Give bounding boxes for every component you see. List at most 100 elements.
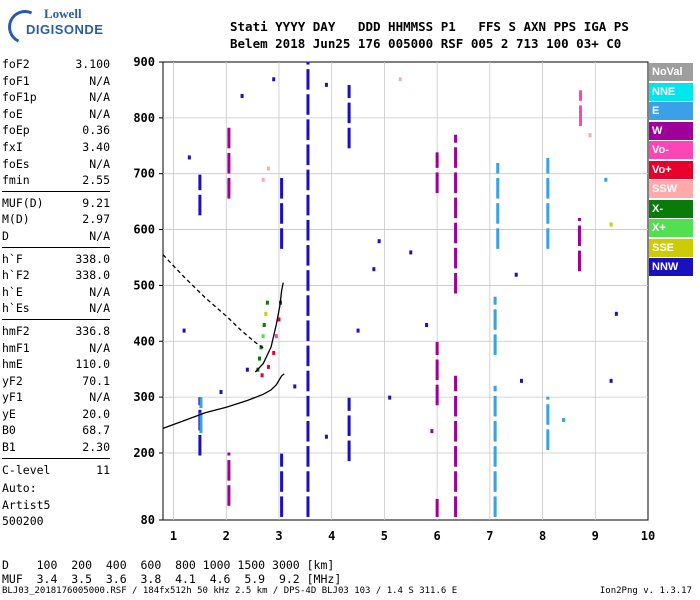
echo-mark [347, 420, 351, 424]
echo-mark [435, 162, 439, 166]
echo-mark [306, 282, 310, 286]
echo-mark [306, 297, 310, 301]
echo-point [245, 367, 249, 372]
echo-mark [577, 225, 581, 229]
echo-mark [280, 498, 284, 502]
y-tick-label: 400 [133, 334, 155, 348]
echo-mark [306, 310, 310, 314]
echo-mark [493, 316, 497, 320]
echo-mark [546, 243, 550, 247]
echo-mark [347, 450, 351, 454]
echo-mark [496, 228, 500, 232]
auto-label: Auto: [2, 481, 37, 495]
echo-mark [496, 240, 500, 244]
echo-mark [454, 395, 458, 399]
echo-mark [306, 81, 310, 85]
echo-mark [306, 498, 310, 502]
echo-mark [306, 207, 310, 211]
echo-mark [227, 492, 231, 496]
echo-mark [306, 481, 310, 485]
echo-mark [577, 255, 581, 259]
echo-mark [306, 456, 310, 460]
echo-mark [306, 478, 310, 482]
echo-mark [454, 190, 458, 194]
echo-point [519, 378, 523, 383]
echo-mark [280, 513, 284, 517]
echo-mark [306, 144, 310, 148]
echo-mark [435, 506, 439, 510]
echo-mark [454, 405, 458, 409]
echo-mark [280, 208, 284, 212]
legend-item-w: W [649, 121, 693, 140]
echo-point [356, 328, 360, 333]
echo-mark [577, 258, 581, 262]
echo-mark [347, 407, 351, 411]
echo-mark [454, 285, 458, 289]
echo-mark [454, 174, 458, 178]
echo-mark [493, 496, 497, 500]
echo-mark [306, 403, 310, 407]
echo-mark [347, 453, 351, 457]
echo-mark [306, 471, 310, 475]
echo-mark [347, 127, 351, 131]
echo-mark [496, 178, 500, 182]
echo-mark [493, 488, 497, 492]
echo-mark [546, 208, 550, 212]
echo-mark [227, 460, 231, 464]
echo-mark [579, 122, 583, 126]
param-value: 338.0 [75, 251, 110, 266]
echo-mark [454, 159, 458, 163]
echo-mark [579, 90, 583, 94]
echo-mark [198, 450, 202, 454]
echo-mark [306, 312, 310, 316]
echo-mark [493, 403, 497, 407]
echo-mark [198, 452, 202, 456]
echo-mark [493, 458, 497, 462]
echo-mark [227, 502, 231, 506]
echo-mark [280, 483, 284, 487]
echo-mark [280, 220, 284, 224]
x-tick-label: 6 [434, 529, 441, 543]
echo-mark [227, 195, 231, 199]
echo-mark [546, 193, 550, 197]
echo-mark [306, 172, 310, 176]
echo-point [398, 77, 402, 82]
echo-mark [227, 490, 231, 494]
echo-point [409, 250, 413, 255]
echo-mark [306, 147, 310, 151]
echo-point [266, 364, 270, 369]
echo-mark [493, 508, 497, 512]
echo-mark [227, 497, 231, 501]
echo-mark [306, 232, 310, 236]
echo-mark [227, 183, 231, 187]
echo-mark [546, 240, 550, 244]
echo-mark [546, 436, 550, 440]
echo-mark [198, 177, 202, 181]
echo-point [430, 429, 434, 434]
echo-mark [306, 94, 310, 98]
echo-mark [227, 475, 231, 479]
param-value: 68.7 [82, 423, 110, 438]
echo-mark [306, 501, 310, 505]
echo-mark [199, 400, 203, 404]
echo-mark [306, 423, 310, 427]
param-value: 70.1 [82, 373, 110, 388]
echo-mark [493, 346, 497, 350]
echo-mark [546, 406, 550, 410]
distance-row: D 100 200 400 600 800 1000 1500 3000 [km… [2, 558, 335, 572]
echo-mark [306, 433, 310, 437]
echo-mark [454, 152, 458, 156]
echo-mark [454, 262, 458, 266]
echo-mark [227, 470, 231, 474]
echo-mark [546, 205, 550, 209]
echo-mark [280, 235, 284, 239]
echo-mark [306, 327, 310, 331]
echo-mark [493, 344, 497, 348]
y-tick-label: 700 [133, 167, 155, 181]
echo-mark [306, 348, 310, 352]
echo-mark [454, 383, 458, 387]
echo-mark [435, 190, 439, 194]
echo-mark [347, 90, 351, 94]
echo-mark [227, 140, 231, 144]
